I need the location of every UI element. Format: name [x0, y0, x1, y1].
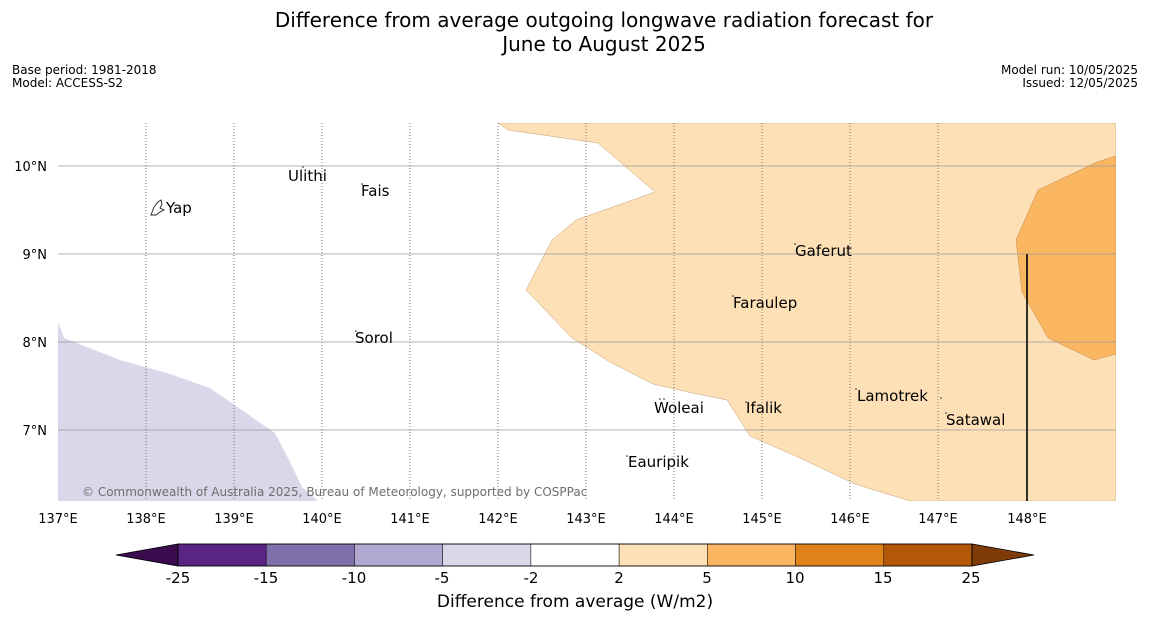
colorbar: -25 -15 -10 -5 -2 2 5 10 15 25 [115, 543, 1035, 587]
colorbar-tick-label: 25 [961, 569, 980, 587]
yap-island-shape [150, 199, 166, 216]
copyright-notice: © Commonwealth of Australia 2025, Bureau… [82, 485, 587, 499]
colorbar-tick-label: -10 [342, 569, 367, 587]
region-minus5-to-minus2 [58, 322, 318, 501]
base-period: Base period: 1981-2018 [12, 63, 157, 77]
colorbar-over-arrow [971, 543, 1035, 567]
region-2-to-5 [497, 123, 1116, 501]
lon-tick-label: 138°E [126, 512, 166, 527]
place-label: Ifalik [746, 399, 782, 417]
colorbar-tick-label: -25 [166, 569, 191, 587]
colorbar-tick-label: 15 [873, 569, 892, 587]
longitude-labels: 137°E 138°E 139°E 140°E 141°E 142°E 143°… [38, 512, 1047, 527]
lon-tick-label: 144°E [654, 512, 694, 527]
colorbar-cell [618, 543, 708, 567]
lat-tick-label: 10°N [14, 160, 47, 175]
colorbar-tick-label: 5 [702, 569, 712, 587]
colorbar-tick-labels: -25 -15 -10 -5 -2 2 5 10 15 25 [166, 569, 981, 587]
place-label: Yap [165, 199, 192, 217]
map-title: Difference from average outgoing longwav… [0, 8, 1150, 56]
title-line-2: June to August 2025 [502, 32, 706, 56]
lon-tick-label: 140°E [302, 512, 342, 527]
longitude-gridlines [145, 123, 939, 501]
place-labels: Yap Ulithi Fais Sorol Gaferut Faraulep W… [165, 167, 1005, 471]
colorbar-tick-label: -2 [524, 569, 539, 587]
issued-date: Issued: 12/05/2025 [1022, 76, 1138, 90]
place-label: Sorol [355, 329, 393, 347]
colorbar-under-arrow [115, 543, 179, 567]
place-label: Gaferut [795, 242, 852, 260]
colorbar-tick-label: 2 [614, 569, 624, 587]
place-label: Satawal [946, 411, 1005, 429]
lat-tick-label: 8°N [23, 336, 48, 351]
place-label: Ulithi [288, 167, 327, 185]
latitude-labels: 7°N 8°N 9°N 10°N [14, 160, 47, 439]
colorbar-cells [177, 543, 973, 567]
colorbar-cell [265, 543, 355, 567]
lon-tick-label: 142°E [478, 512, 518, 527]
region-5-to-10 [1015, 155, 1116, 361]
lat-tick-label: 7°N [23, 424, 48, 439]
meta-right: Model run: 10/05/2025 Issued: 12/05/2025 [1001, 64, 1138, 90]
lon-tick-label: 145°E [742, 512, 782, 527]
colorbar-tick-label: -5 [435, 569, 450, 587]
colorbar-tick-label: 10 [785, 569, 804, 587]
colorbar-cell [883, 543, 973, 567]
lat-tick-label: 9°N [23, 248, 48, 263]
lon-tick-label: 147°E [918, 512, 958, 527]
title-line-1: Difference from average outgoing longwav… [274, 8, 934, 32]
model-run: Model run: 10/05/2025 [1000, 63, 1138, 77]
lon-tick-label: 141°E [390, 512, 430, 527]
meta-left: Base period: 1981-2018 Model: ACCESS-S2 [12, 64, 157, 90]
lon-tick-label: 137°E [38, 512, 78, 527]
model-name: Model: ACCESS-S2 [12, 76, 124, 90]
place-label: Fais [361, 182, 390, 200]
colorbar-tick-label: -15 [254, 569, 279, 587]
lon-tick-label: 146°E [830, 512, 870, 527]
colorbar-frame [177, 543, 973, 567]
colorbar-cell [530, 543, 620, 567]
island-markers [150, 166, 947, 457]
colorbar-cell [177, 543, 267, 567]
lon-tick-label: 139°E [214, 512, 254, 527]
colorbar-cell [795, 543, 885, 567]
colorbar-cell [354, 543, 443, 567]
anomaly-regions [58, 123, 1116, 501]
lon-tick-label: 148°E [1007, 512, 1047, 527]
colorbar-cell [442, 543, 532, 567]
place-label: Lamotrek [857, 387, 928, 405]
colorbar-label: Difference from average (W/m2) [436, 592, 714, 612]
colorbar-cell [707, 543, 796, 567]
place-label: Faraulep [733, 294, 797, 312]
place-label: Woleai [654, 399, 704, 417]
latitude-gridlines [58, 165, 1116, 431]
lon-tick-label: 143°E [566, 512, 606, 527]
place-label: Eauripik [628, 453, 689, 471]
